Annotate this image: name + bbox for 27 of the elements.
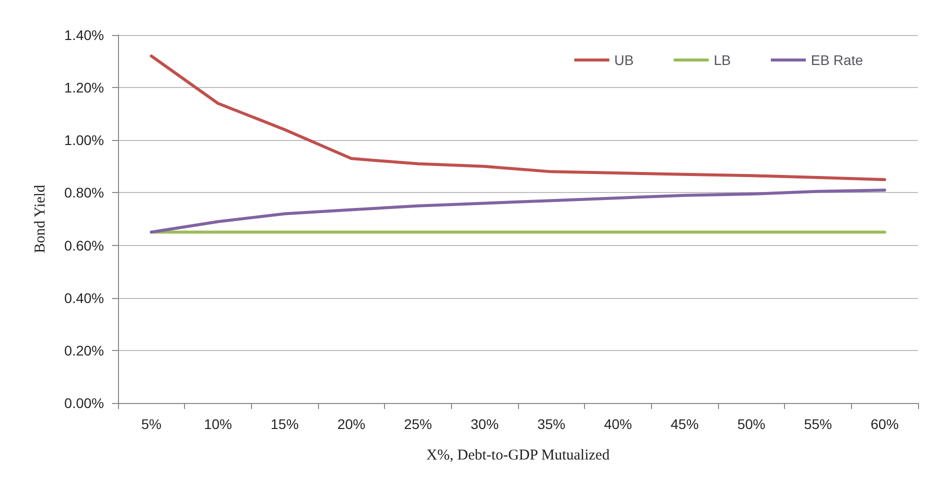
x-tick-label: 35%	[537, 416, 566, 432]
y-tick-label: 0.00%	[64, 395, 104, 411]
y-tick-label: 1.40%	[64, 27, 104, 43]
x-axis-title: X%, Debt-to-GDP Mutualized	[426, 448, 610, 464]
legend-label: LB	[714, 52, 731, 68]
y-axis-title: Bond Yield	[32, 184, 48, 254]
x-tick-label: 40%	[604, 416, 632, 432]
x-tick-label: 45%	[670, 416, 699, 432]
x-tick-label: 10%	[204, 416, 232, 432]
y-tick-label: 0.40%	[64, 290, 104, 306]
x-tick-label: 55%	[804, 416, 832, 432]
y-tick-label: 0.80%	[64, 184, 104, 201]
line-series	[150, 188, 886, 234]
y-tick-label: 0.60%	[64, 237, 104, 254]
line-series	[150, 54, 886, 182]
x-tick-label: 30%	[470, 416, 499, 432]
legend-label: EB Rate	[810, 52, 864, 68]
x-tick-label: 5%	[141, 416, 162, 432]
y-tick-label: 0.20%	[64, 342, 104, 358]
y-tick-label: 1.00%	[64, 132, 104, 148]
x-tick-label: 25%	[404, 416, 432, 432]
x-tick-label: 15%	[270, 416, 299, 432]
x-tick-label: 50%	[737, 416, 766, 432]
y-tick-label: 1.20%	[64, 80, 104, 96]
x-tick-label: 60%	[870, 416, 899, 432]
legend-label: UB	[614, 52, 634, 68]
x-tick-label: 20%	[337, 416, 366, 432]
